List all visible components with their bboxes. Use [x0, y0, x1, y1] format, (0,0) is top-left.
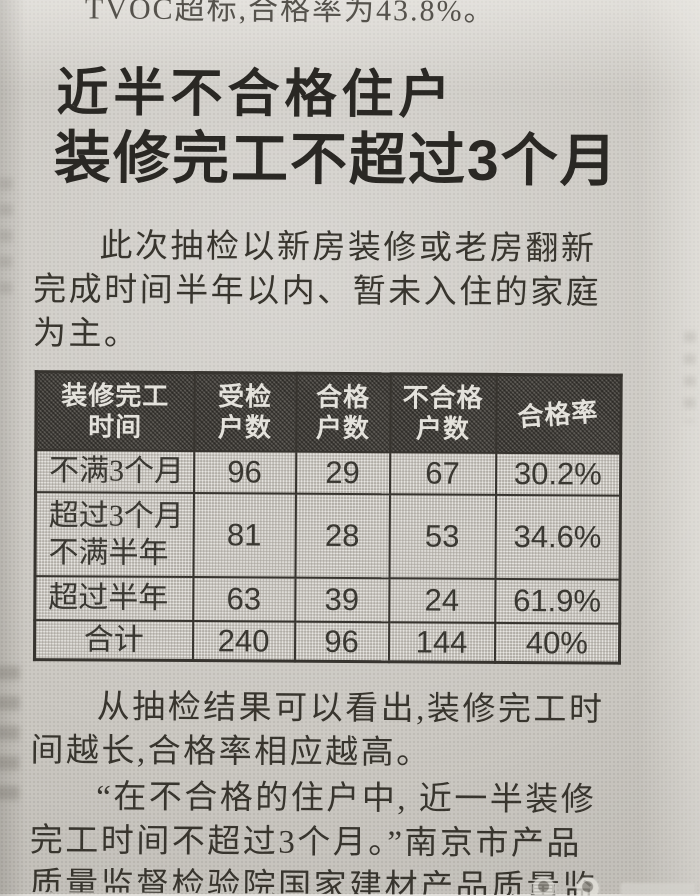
previous-article-cropped-strip: TVOC超标,合格率为43.8%。 — [35, 0, 655, 26]
table-value-cell: 67 — [389, 452, 496, 495]
table-row-label-cell: 不满3个月 — [35, 450, 194, 493]
table-value-cell: 96 — [193, 450, 296, 494]
table-row-label-cell: 合计 — [34, 620, 193, 661]
table-row-label-cell: 超过3个月 不满半年 — [34, 492, 194, 577]
table-value-cell: 240 — [192, 620, 295, 662]
table-value-cell: 53 — [388, 494, 496, 579]
table-row: 合计 240 96 144 40% — [34, 620, 620, 664]
table-header-cell: 不合格 户数 — [389, 374, 497, 453]
table-value-cell: 39 — [294, 577, 389, 623]
table-value-cell: 144 — [388, 622, 495, 663]
table-value-cell: 40% — [494, 622, 620, 664]
paragraph-line: 此次抽检以新房装修或老房翻新 — [99, 228, 597, 268]
table-header-cell: 受检 户数 — [193, 372, 297, 452]
top-cropped-text: TVOC超标,合格率为43.8%。 — [84, 0, 496, 26]
paragraph-line: 从抽检结果可以看出,装修完工时 — [96, 689, 605, 730]
table-value-cell: 61.9% — [494, 578, 620, 624]
watermark-logo — [532, 877, 700, 896]
watermark-dot-icon — [532, 877, 555, 896]
table-header-cell: 合格率 — [495, 374, 622, 454]
table-row: 超过3个月 不满半年 81 28 53 34.6% — [34, 492, 621, 580]
table-header-row: 装修完工 时间 受检 户数 合格 户数 不合格 户数 合格率 — [35, 372, 622, 454]
table-value-cell: 96 — [294, 621, 389, 663]
table-value-cell: 81 — [192, 492, 296, 578]
paragraph-line: 间越长,合格率相应越高。 — [30, 733, 432, 772]
paragraph-line: “在不合格的住户中, 近一半装修 — [96, 779, 597, 819]
paragraph-line: 为主。 — [32, 316, 140, 354]
table-value-cell: 63 — [192, 576, 295, 622]
table-value-cell: 24 — [388, 578, 495, 623]
paragraph-line: 完成时间半年以内、暂未入住的家庭 — [33, 272, 602, 312]
table-row-label-cell: 超过半年 — [34, 576, 193, 621]
table-value-cell: 30.2% — [495, 452, 621, 496]
table-header-cell: 合格 户数 — [295, 373, 391, 453]
result-paragraph: 从抽检结果可以看出,装修完工时 间越长,合格率相应越高。 — [30, 686, 651, 778]
table-row: 超过半年 63 39 24 61.9% — [34, 576, 620, 624]
table-value-cell: 29 — [295, 451, 390, 495]
table-value-cell: 28 — [294, 493, 390, 579]
inspection-results-table: 装修完工 时间 受检 户数 合格 户数 不合格 户数 合格率 不满3个月 96 29 67 30… — [32, 370, 623, 666]
headline-line-1: 近半不合格住户 — [56, 64, 456, 125]
paragraph-line: 完工时间不超过3个月。”南京市产品 — [29, 823, 583, 863]
headline-line-2: 装修完工不超过3个月 — [53, 125, 619, 194]
table-body: 不满3个月 96 29 67 30.2% 超过3个月 不满半年 81 28 53 34.6% 超过半… — [34, 450, 621, 664]
table-header-cell: 装修完工 时间 — [35, 372, 195, 451]
watermark-dot-icon — [576, 877, 599, 896]
table-value-cell: 34.6% — [494, 494, 621, 580]
table-row: 不满3个月 96 29 67 30.2% — [35, 450, 621, 496]
intro-paragraph: 此次抽检以新房装修或老房翻新 完成时间半年以内、暂未入住的家庭 为主。 — [33, 225, 654, 361]
